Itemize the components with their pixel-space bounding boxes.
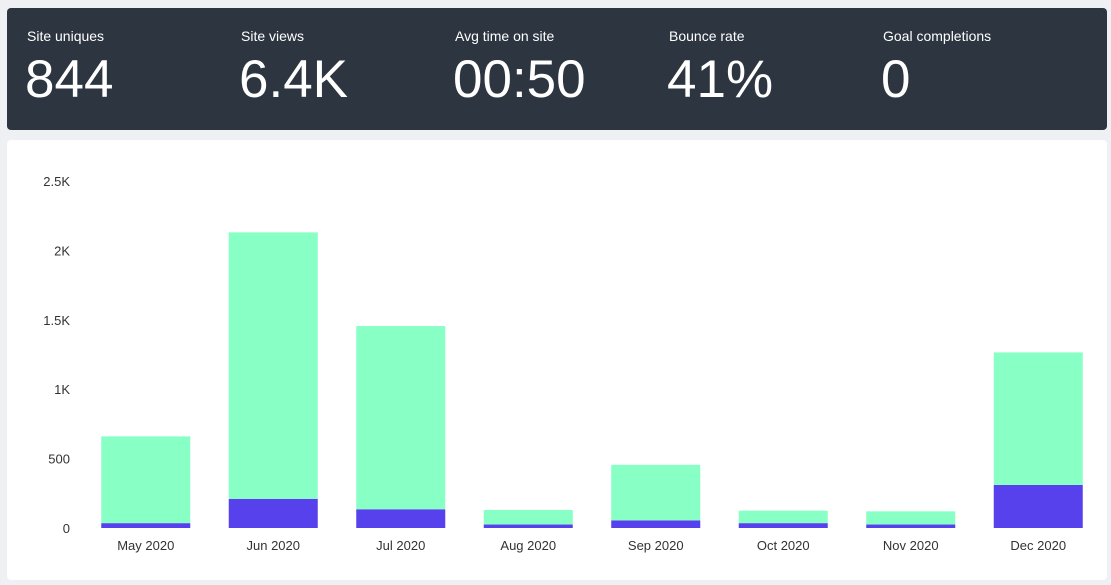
y-tick-label: 1.5K	[43, 313, 70, 328]
stat-label: Bounce rate	[669, 28, 745, 44]
bar-series-0-jul-2020[interactable]	[356, 509, 446, 528]
stat-value: 41%	[667, 50, 774, 109]
bars	[101, 232, 1083, 528]
y-tick-label: 2K	[54, 243, 70, 258]
bar-series-1-oct-2020[interactable]	[738, 510, 828, 524]
stat-value: 6.4K	[239, 50, 349, 109]
x-tick-label: Oct 2020	[757, 538, 810, 553]
x-axis: May 2020 Jun 2020 Jul 2020 Aug 2020 Sep 2020…	[117, 538, 1066, 553]
x-tick-label: Sep 2020	[628, 538, 684, 553]
y-tick-label: 2.5K	[43, 174, 70, 189]
bar-series-0-aug-2020[interactable]	[483, 524, 573, 528]
bar-series-1-dec-2020[interactable]	[993, 352, 1083, 485]
y-tick-label: 500	[48, 452, 70, 467]
stat-value: 844	[25, 50, 114, 109]
bar-series-0-jun-2020[interactable]	[228, 498, 318, 528]
stat-label: Goal completions	[883, 28, 992, 44]
x-tick-label: Dec 2020	[1010, 538, 1066, 553]
bar-series-1-sep-2020[interactable]	[611, 464, 701, 521]
bar-series-1-aug-2020[interactable]	[483, 509, 573, 525]
stat-label: Avg time on site	[455, 28, 555, 44]
chart-card: 0 500 1K 1.5K 2K 2.5K May 2020 Jun 2020 Jul 202…	[7, 140, 1107, 580]
bar-series-1-jul-2020[interactable]	[356, 326, 446, 510]
bar-series-1-jun-2020[interactable]	[228, 232, 318, 499]
stat-label: Site views	[241, 28, 305, 44]
x-tick-label: Jul 2020	[376, 538, 425, 553]
bar-series-0-oct-2020[interactable]	[738, 523, 828, 528]
x-tick-label: Nov 2020	[883, 538, 939, 553]
bar-series-0-may-2020[interactable]	[101, 523, 191, 528]
stat-value: 00:50	[453, 50, 586, 109]
stats-panel: Site uniques 844 Site views 6.4K Avg tim…	[7, 8, 1107, 130]
bar-chart: 0 500 1K 1.5K 2K 2.5K May 2020 Jun 2020 Jul 202…	[43, 174, 1083, 553]
bar-series-0-sep-2020[interactable]	[611, 520, 701, 528]
x-tick-label: Jun 2020	[247, 538, 301, 553]
bar-series-0-nov-2020[interactable]	[866, 524, 956, 528]
bar-series-1-nov-2020[interactable]	[866, 511, 956, 525]
y-tick-label: 0	[63, 521, 70, 536]
x-tick-label: May 2020	[117, 538, 174, 553]
bar-series-0-dec-2020[interactable]	[993, 484, 1083, 528]
y-tick-label: 1K	[54, 382, 70, 397]
y-axis: 0 500 1K 1.5K 2K 2.5K	[43, 174, 70, 536]
stat-label: Site uniques	[27, 28, 105, 44]
stat-value: 0	[881, 50, 911, 109]
x-tick-label: Aug 2020	[500, 538, 556, 553]
bar-series-1-may-2020[interactable]	[101, 436, 191, 524]
